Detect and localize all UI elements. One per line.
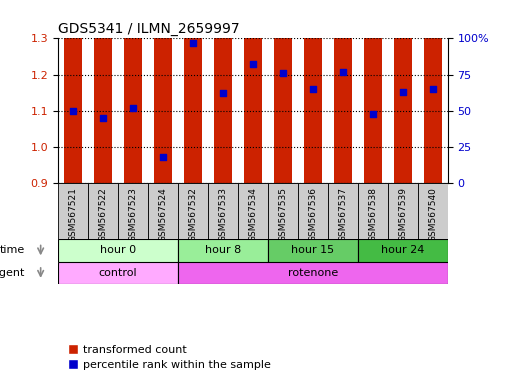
Point <box>398 89 406 95</box>
Text: GSM567533: GSM567533 <box>218 187 227 242</box>
Point <box>428 86 436 92</box>
Text: GSM567538: GSM567538 <box>368 187 377 242</box>
Bar <box>268 239 357 262</box>
Bar <box>88 183 118 239</box>
Bar <box>333 0 351 183</box>
Text: GSM567537: GSM567537 <box>338 187 347 242</box>
Bar <box>357 239 447 262</box>
Bar <box>148 183 178 239</box>
Bar <box>273 0 291 183</box>
Point <box>278 70 286 76</box>
Bar <box>423 0 441 183</box>
Bar <box>297 183 327 239</box>
Point <box>308 86 316 92</box>
Bar <box>357 183 387 239</box>
Text: GSM567534: GSM567534 <box>248 187 257 242</box>
Text: GSM567522: GSM567522 <box>98 187 108 242</box>
Point <box>189 40 197 46</box>
Bar <box>154 0 172 183</box>
Text: GSM567523: GSM567523 <box>128 187 137 242</box>
Text: time: time <box>0 245 25 255</box>
Bar <box>304 0 321 183</box>
Bar <box>417 183 447 239</box>
Bar <box>363 0 381 183</box>
Bar <box>64 0 82 183</box>
Text: GSM567521: GSM567521 <box>69 187 78 242</box>
Point <box>248 61 257 68</box>
Text: control: control <box>98 268 137 278</box>
Text: hour 24: hour 24 <box>380 245 424 255</box>
Legend: transformed count, percentile rank within the sample: transformed count, percentile rank withi… <box>64 340 274 375</box>
Bar <box>268 183 297 239</box>
Bar <box>58 183 88 239</box>
Bar <box>237 183 268 239</box>
Bar <box>387 183 417 239</box>
Text: GSM567535: GSM567535 <box>278 187 287 242</box>
Text: agent: agent <box>0 268 25 278</box>
Bar <box>184 0 201 183</box>
Text: GSM567539: GSM567539 <box>397 187 407 242</box>
Point <box>368 111 376 117</box>
Text: GSM567540: GSM567540 <box>427 187 436 242</box>
Bar <box>208 183 237 239</box>
Bar <box>178 262 447 284</box>
Bar <box>327 183 357 239</box>
Text: hour 0: hour 0 <box>100 245 136 255</box>
Text: GSM567532: GSM567532 <box>188 187 197 242</box>
Text: hour 8: hour 8 <box>205 245 241 255</box>
Text: GDS5341 / ILMN_2659997: GDS5341 / ILMN_2659997 <box>58 22 239 36</box>
Point <box>99 115 107 121</box>
Point <box>129 105 137 111</box>
Text: rotenone: rotenone <box>287 268 337 278</box>
Point <box>69 108 77 114</box>
Bar <box>94 0 112 183</box>
Bar <box>58 262 178 284</box>
Point <box>338 69 346 75</box>
Point <box>159 154 167 160</box>
Bar <box>118 183 148 239</box>
Bar <box>178 183 208 239</box>
Bar <box>243 0 262 183</box>
Text: hour 15: hour 15 <box>291 245 334 255</box>
Text: GSM567536: GSM567536 <box>308 187 317 242</box>
Bar <box>124 0 142 183</box>
Text: GSM567524: GSM567524 <box>158 187 167 242</box>
Bar <box>178 239 268 262</box>
Bar <box>214 0 232 183</box>
Bar <box>58 239 178 262</box>
Point <box>219 90 227 96</box>
Bar <box>393 0 411 183</box>
